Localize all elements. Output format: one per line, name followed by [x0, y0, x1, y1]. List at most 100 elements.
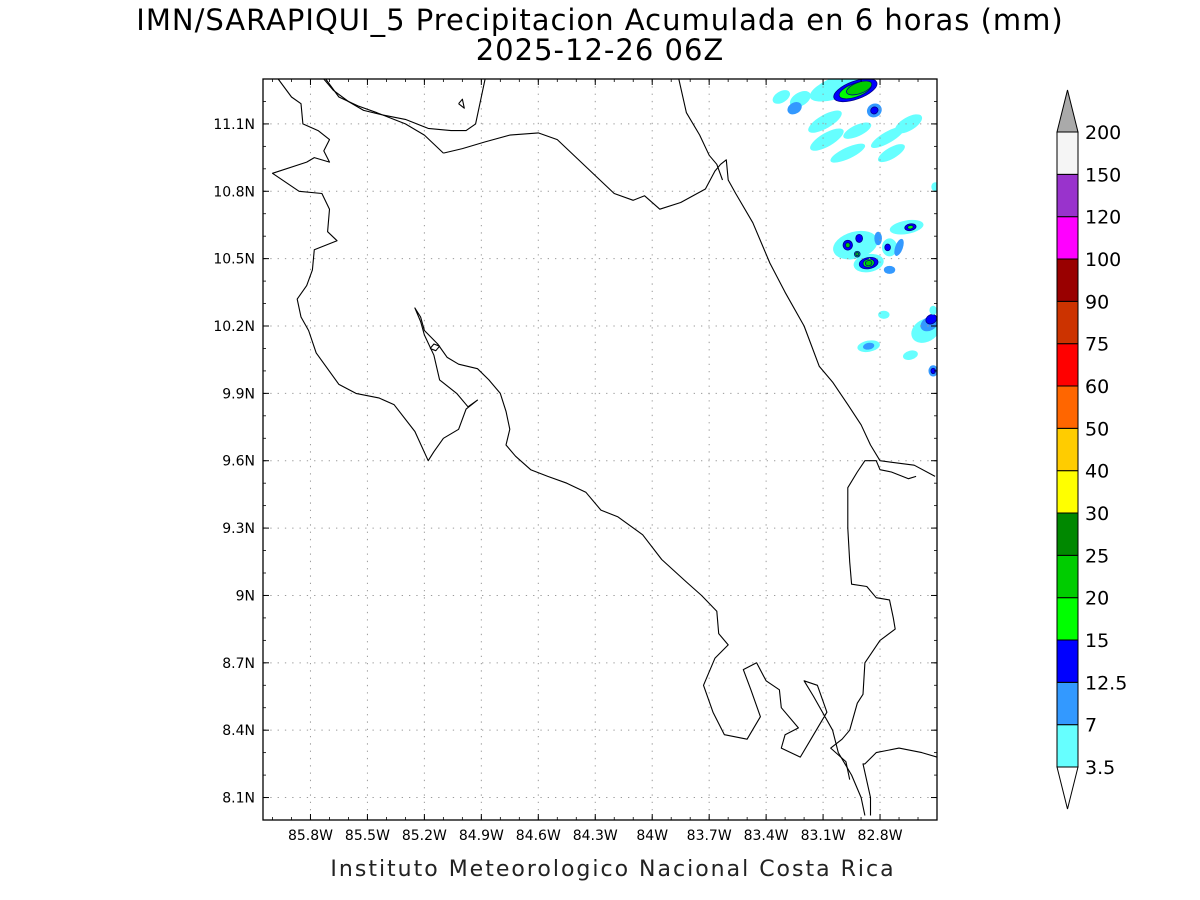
- lat-tick-label: 8.7N: [222, 656, 255, 672]
- precip-cell: [902, 350, 918, 360]
- coastline-layer: [271, 79, 937, 816]
- precip-cell: [884, 243, 891, 252]
- coastline: [429, 343, 441, 352]
- legend-swatch: [1056, 681, 1079, 726]
- legend-label: 20: [1085, 588, 1109, 610]
- legend-label: 12.5: [1085, 672, 1127, 694]
- lon-tick-label: 84.6W: [516, 828, 561, 844]
- precip-cell: [855, 252, 860, 257]
- lon-tick-label: 85.8W: [288, 828, 333, 844]
- legend-swatch: [1056, 385, 1079, 429]
- precip-cell: [787, 102, 802, 115]
- lat-tick-label: 10.2N: [213, 319, 255, 335]
- precip-cell: [907, 224, 914, 230]
- legend-swatch: [1056, 216, 1079, 260]
- precipitation-layer: [772, 79, 937, 377]
- precip-cell: [864, 260, 873, 267]
- lat-tick-label: 9.6N: [222, 454, 255, 470]
- lat-tick-label: 10.5N: [213, 252, 255, 268]
- precip-cell: [843, 122, 872, 139]
- precip-cell: [772, 90, 791, 104]
- precip-cell: [925, 314, 937, 325]
- lon-tick-label: 84.9W: [459, 828, 504, 844]
- coastline: [678, 79, 724, 181]
- precip-cell: [874, 231, 882, 246]
- precip-cell: [863, 342, 875, 350]
- legend-label: 120: [1085, 207, 1121, 229]
- lat-tick-label: 11.1N: [213, 117, 255, 133]
- lat-tick-label: 10.8N: [213, 184, 255, 200]
- coastline: [323, 79, 486, 132]
- legend-swatch: [1056, 343, 1079, 387]
- lat-tick-label: 9.3N: [222, 521, 255, 537]
- precip-cell: [830, 143, 866, 163]
- legend-label: 90: [1085, 291, 1109, 313]
- coastline: [830, 460, 917, 780]
- map-frame: [262, 78, 938, 821]
- legend-swatch: [1056, 512, 1079, 556]
- legend-label: 7: [1085, 715, 1097, 737]
- map-gridlines: [263, 79, 937, 820]
- lon-tick-label: 83.7W: [687, 828, 732, 844]
- legend-above-triangle: [1056, 89, 1079, 133]
- lat-tick-label: 9.9N: [222, 386, 255, 402]
- precip-cell: [883, 265, 896, 274]
- legend-swatch: [1056, 173, 1079, 218]
- legend-label: 40: [1085, 461, 1109, 483]
- lon-tick-label: 83.4W: [744, 828, 789, 844]
- lon-tick-label: 84.3W: [573, 828, 618, 844]
- precip-cell: [846, 80, 873, 96]
- lat-tick-label: 8.1N: [222, 791, 255, 807]
- legend-swatch: [1056, 639, 1079, 683]
- legend-swatch: [1056, 554, 1079, 599]
- lat-tick-label: 9N: [236, 588, 255, 604]
- lon-tick-label: 84W: [636, 828, 668, 844]
- legend-label: 60: [1085, 376, 1109, 398]
- legend-swatch: [1056, 131, 1079, 175]
- legend-label: 75: [1085, 334, 1109, 356]
- legend-label: 100: [1085, 249, 1121, 271]
- precip-cell: [894, 238, 904, 256]
- axis-ticks: 85.8W 85.5W 85.2W 84.9W 84.6W 84.3W 84W 83.7W 83…: [213, 78, 938, 844]
- legend-label: 25: [1085, 545, 1109, 567]
- lon-tick-label: 85.2W: [402, 828, 447, 844]
- coastline: [325, 79, 444, 154]
- coastline: [862, 747, 937, 816]
- legend-swatch: [1056, 427, 1079, 472]
- legend-swatch: [1056, 300, 1079, 345]
- precip-cell: [810, 128, 844, 151]
- precip-cell: [931, 182, 937, 192]
- legend-label: 15: [1085, 630, 1109, 652]
- lon-tick-label: 83.1W: [801, 828, 846, 844]
- legend-swatch: [1056, 597, 1079, 641]
- precip-cell: [833, 230, 878, 260]
- map-valid-time: 2025-12-26 06Z: [475, 33, 725, 67]
- precip-cell: [855, 233, 863, 243]
- coastline: [271, 79, 866, 816]
- legend-swatch: [1056, 724, 1079, 768]
- legend-label: 30: [1085, 503, 1109, 525]
- legend-label: 150: [1085, 164, 1121, 186]
- precip-cell: [809, 79, 875, 102]
- lat-tick-label: 8.4N: [222, 723, 255, 739]
- coastline: [443, 132, 936, 477]
- lon-tick-label: 85.5W: [345, 828, 390, 844]
- legend-swatch: [1056, 470, 1079, 514]
- legend-label: 50: [1085, 418, 1109, 440]
- precip-cell: [870, 106, 879, 115]
- footer-credit: Instituto Meteorologico Nacional Costa R…: [330, 857, 896, 882]
- coastline: [458, 98, 465, 109]
- legend-swatch: [1056, 258, 1079, 302]
- precip-cell: [877, 144, 905, 163]
- legend-label: 3.5: [1085, 757, 1115, 779]
- map-title: IMN/SARAPIQUI_5 Precipitacion Acumulada …: [136, 3, 1064, 37]
- precip-cell: [870, 126, 905, 149]
- legend-below-triangle: [1056, 766, 1079, 810]
- precip-cell: [845, 242, 851, 249]
- precip-cell: [878, 310, 890, 319]
- lon-tick-label: 82.8W: [858, 828, 903, 844]
- precip-cell: [929, 305, 937, 315]
- legend-label: 200: [1085, 122, 1121, 144]
